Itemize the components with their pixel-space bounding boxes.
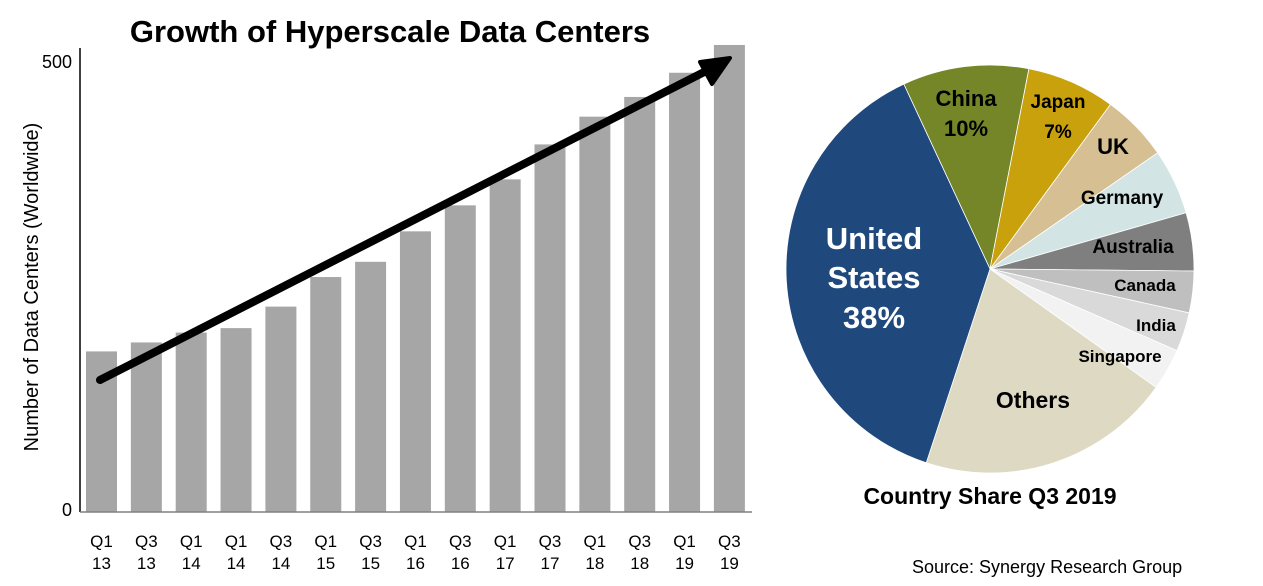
- x-tick-label: 14: [182, 554, 201, 573]
- pie-label: Germany: [1081, 188, 1164, 209]
- bar: [265, 306, 297, 512]
- pie-slice: [785, 83, 991, 464]
- x-tick-label: 16: [451, 554, 470, 573]
- pie-label: Japan: [1031, 92, 1086, 113]
- x-tick-label: 17: [496, 554, 515, 573]
- pie-pct-label: 7%: [1044, 122, 1072, 143]
- x-tick-label: Q3: [359, 532, 382, 551]
- y-axis-label: Number of Data Centers (Worldwide): [21, 123, 43, 452]
- y-tick-label: 500: [42, 52, 72, 72]
- bar: [579, 116, 611, 512]
- bar: [489, 179, 521, 512]
- pie-label: UK: [1097, 134, 1129, 159]
- pie-slice: [989, 268, 1190, 352]
- x-tick-label: Q1: [494, 532, 517, 551]
- bar: [355, 261, 387, 512]
- x-tick-label: Q1: [225, 532, 248, 551]
- pie-label: Australia: [1092, 237, 1174, 258]
- chart-title: Growth of Hyperscale Data Centers: [130, 14, 650, 49]
- pie-label: Singapore: [1078, 347, 1161, 366]
- pie-slice: [989, 212, 1195, 272]
- x-tick-label: Q1: [314, 532, 337, 551]
- pie-pct-label: 38%: [843, 300, 905, 335]
- x-tick-label: 18: [585, 554, 604, 573]
- bar: [624, 96, 656, 512]
- bar: [669, 72, 701, 512]
- pie-slice: [989, 268, 1195, 314]
- pie-slice: [989, 268, 1178, 388]
- trend-arrow-shaft: [96, 64, 716, 384]
- x-tick-label: Q3: [539, 532, 562, 551]
- x-tick-label: 14: [271, 554, 290, 573]
- pie-label: China: [935, 86, 997, 111]
- bar-chart: Growth of Hyperscale Data Centers Number …: [21, 14, 752, 573]
- x-tick-label: 17: [541, 554, 560, 573]
- pie-label: Others: [996, 387, 1070, 413]
- x-tick-label: Q1: [584, 532, 607, 551]
- x-tick-label: 19: [720, 554, 739, 573]
- bar: [175, 332, 207, 512]
- x-tick-label: Q3: [270, 532, 293, 551]
- pie-title: Country Share Q3 2019: [863, 483, 1116, 509]
- pie-slice: [989, 152, 1187, 270]
- x-tick-label: Q1: [180, 532, 203, 551]
- x-tick-label: Q3: [135, 532, 158, 551]
- x-tick-label: 13: [137, 554, 156, 573]
- trend-arrow-head: [698, 56, 732, 86]
- x-tick-label: 13: [92, 554, 111, 573]
- pie-pct-label: 10%: [944, 116, 988, 141]
- x-tick-label: 14: [227, 554, 246, 573]
- pie-slice: [903, 64, 1030, 271]
- bar: [130, 342, 162, 512]
- pie-label: Canada: [1114, 276, 1176, 295]
- pie-slice: [989, 103, 1159, 270]
- x-tick-label: Q3: [718, 532, 741, 551]
- bar: [534, 144, 566, 512]
- bar: [310, 277, 342, 512]
- x-tick-label: Q3: [449, 532, 472, 551]
- x-tick-label: 15: [361, 554, 380, 573]
- pie-slice: [925, 268, 1157, 474]
- x-tick-label: 18: [630, 554, 649, 573]
- pie-label: India: [1136, 316, 1176, 335]
- x-tick-label: Q3: [628, 532, 651, 551]
- pie-slice: [989, 68, 1112, 270]
- bar: [399, 231, 431, 512]
- x-tick-label: Q1: [404, 532, 427, 551]
- x-tick-label: 15: [316, 554, 335, 573]
- pie-label: United: [826, 221, 922, 256]
- y-tick-label: 0: [62, 500, 72, 520]
- bar: [444, 205, 476, 513]
- pie-label: States: [827, 260, 920, 295]
- x-tick-label: Q1: [673, 532, 696, 551]
- bar: [220, 328, 252, 512]
- x-tick-label: 19: [675, 554, 694, 573]
- x-tick-label: 16: [406, 554, 425, 573]
- source-note: Source: Synergy Research Group: [912, 557, 1183, 577]
- bar: [713, 44, 745, 512]
- x-tick-label: Q1: [90, 532, 113, 551]
